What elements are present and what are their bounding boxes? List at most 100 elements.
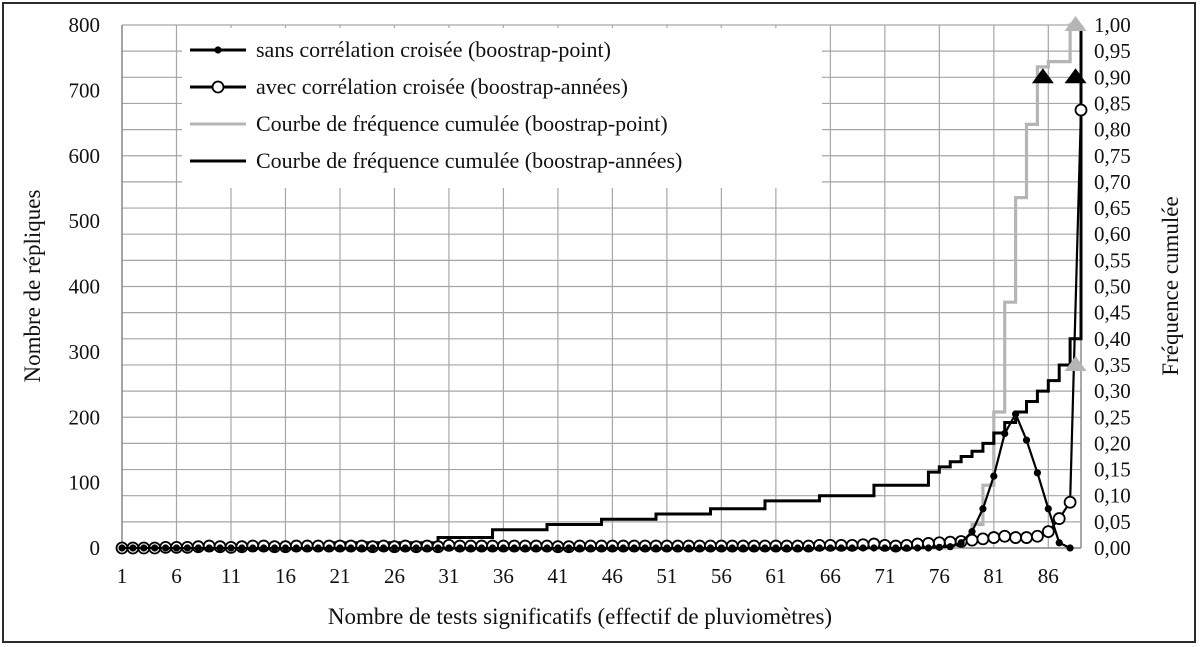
- x-tick-label: 66: [820, 564, 841, 588]
- data-point: [848, 544, 856, 552]
- data-point: [270, 544, 279, 552]
- data-point: [336, 544, 344, 552]
- tick-labels: 1 6 11 16 21 26 31 36 41 46 51 56 61 66 71 76 81 86010020…: [69, 13, 1131, 588]
- data-point: [412, 544, 420, 552]
- series-line: [122, 411, 1071, 550]
- annotation-triangle: [1064, 68, 1087, 84]
- x-tick-label: 76: [929, 564, 950, 588]
- y2-tick-label: 0,35: [1094, 353, 1131, 377]
- data-point: [205, 544, 213, 552]
- x-tick-label: 41: [547, 564, 568, 588]
- data-point: [761, 544, 769, 552]
- y2-tick-label: 0,30: [1094, 379, 1131, 403]
- data-point: [815, 544, 824, 552]
- data-point: [1012, 410, 1020, 418]
- data-point: [1020, 531, 1033, 544]
- data-point: [597, 544, 606, 552]
- data-point: [1052, 512, 1066, 525]
- data-point: [903, 544, 911, 552]
- y-tick-label: 500: [69, 209, 101, 233]
- series-line: [122, 25, 1083, 550]
- data-point: [946, 543, 954, 551]
- x-tick-label: 11: [221, 564, 241, 588]
- data-point: [1055, 539, 1063, 547]
- data-point: [488, 544, 497, 552]
- data-point: [369, 544, 377, 552]
- annotation-triangle: [1064, 355, 1087, 371]
- x-tick-label: 1: [117, 564, 128, 588]
- x-axis-title: Nombre de tests significatifs (effectif …: [328, 604, 832, 629]
- y2-tick-label: 0,50: [1094, 275, 1131, 299]
- y2-tick-label: 0,40: [1094, 327, 1131, 351]
- data-point: [674, 544, 682, 552]
- data-point: [630, 544, 638, 552]
- x-tick-label: 51: [656, 564, 677, 588]
- data-point: [314, 544, 322, 552]
- y-tick-label: 800: [69, 13, 101, 37]
- data-point: [706, 544, 715, 552]
- y2-tick-label: 0,05: [1094, 510, 1131, 534]
- y-tick-label: 100: [69, 471, 101, 495]
- data-point: [521, 544, 529, 552]
- y2-tick-label: 0,85: [1094, 91, 1131, 115]
- series-1: [118, 410, 1074, 552]
- data-point: [554, 544, 562, 552]
- y2-tick-label: 0,55: [1094, 248, 1131, 272]
- legend-label: Courbe de fréquence cumulée (boostrap-po…: [256, 111, 668, 136]
- y2-tick-label: 0,00: [1094, 536, 1131, 560]
- data-point: [151, 544, 159, 552]
- data-point: [924, 544, 933, 552]
- data-point: [1063, 495, 1077, 509]
- data-point: [881, 544, 889, 552]
- data-point: [772, 544, 780, 552]
- data-point: [987, 531, 1001, 544]
- legend-item: Courbe de fréquence cumulée (boostrap-po…: [190, 111, 668, 136]
- data-point: [1001, 429, 1009, 438]
- legend-swatch-marker: [211, 80, 225, 94]
- data-point: [303, 544, 311, 552]
- data-point: [990, 472, 998, 480]
- data-point: [685, 544, 693, 552]
- data-point: [401, 544, 409, 552]
- y2-tick-label: 0,75: [1094, 144, 1131, 168]
- data-point: [1009, 531, 1023, 544]
- data-point: [619, 544, 627, 552]
- data-point: [1044, 505, 1052, 513]
- annotation-layer: [1031, 16, 1087, 371]
- data-point: [532, 544, 540, 552]
- data-point: [1033, 469, 1042, 477]
- data-point: [587, 544, 595, 552]
- x-tick-label: 36: [493, 564, 514, 588]
- x-tick-label: 31: [438, 564, 459, 588]
- y-tick-label: 300: [69, 340, 101, 364]
- y2-tick-label: 0,20: [1094, 431, 1131, 455]
- y2-tick-label: 0,70: [1094, 170, 1131, 194]
- x-tick-label: 26: [384, 564, 405, 588]
- data-point: [794, 544, 802, 552]
- data-point: [423, 544, 431, 552]
- legend-label: Courbe de fréquence cumulée (boostrap-an…: [256, 148, 682, 173]
- data-point: [913, 544, 922, 552]
- series-layer: [115, 23, 1088, 555]
- data-point: [456, 544, 464, 552]
- data-point: [325, 544, 333, 552]
- legend-label: avec corrélation croisée (boostrap-année…: [256, 74, 628, 99]
- x-tick-label: 86: [1038, 564, 1059, 588]
- data-point: [194, 544, 202, 552]
- data-point: [183, 544, 191, 552]
- data-point: [750, 544, 758, 552]
- data-point: [783, 544, 791, 552]
- data-point: [1031, 529, 1044, 543]
- y2-tick-label: 0,80: [1094, 118, 1131, 142]
- legend-item: sans corrélation croisée (boostrap-point…: [190, 37, 611, 62]
- x-tick-label: 21: [329, 564, 350, 588]
- y2-tick-label: 0,10: [1094, 484, 1131, 508]
- y2-tick-label: 0,15: [1094, 458, 1131, 482]
- data-point: [510, 544, 518, 552]
- y2-axis-title: Fréquence cumulée: [1158, 196, 1183, 375]
- x-tick-label: 56: [711, 564, 732, 588]
- data-point: [608, 544, 616, 552]
- data-point: [227, 544, 235, 552]
- x-tick-label: 61: [765, 564, 786, 588]
